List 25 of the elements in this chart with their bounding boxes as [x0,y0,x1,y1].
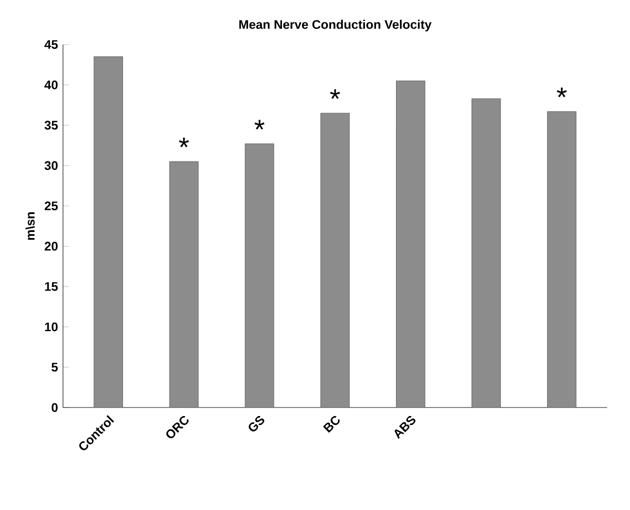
y-tick-label: 15 [45,282,58,291]
y-tick-label: 20 [44,242,58,251]
bar [94,56,123,408]
x-tick-label: GS [248,416,264,432]
annotation: * [556,88,567,98]
bar [320,112,350,408]
bar [169,161,199,408]
y-axis-title: m\sn [25,212,35,240]
bar [547,111,576,408]
x-tick-label: BC [323,416,340,433]
y-tick-label: 35 [44,120,58,130]
chart-title: Mean Nerve Conduction Velocity [239,20,432,32]
bar [472,98,501,408]
y-tick-label: 45 [44,40,58,49]
bar [396,80,426,408]
y-tick-label: 30 [44,161,58,170]
y-tick-label: 10 [45,322,58,332]
y-tick-label: 0 [52,403,58,412]
y-tick-label: 40 [44,80,58,90]
y-tick-label: 5 [52,362,58,372]
bar [244,144,274,408]
annotation: * [254,120,264,130]
annotation: * [178,138,189,148]
y-tick-label: 25 [44,202,58,210]
annotation: * [330,89,340,99]
